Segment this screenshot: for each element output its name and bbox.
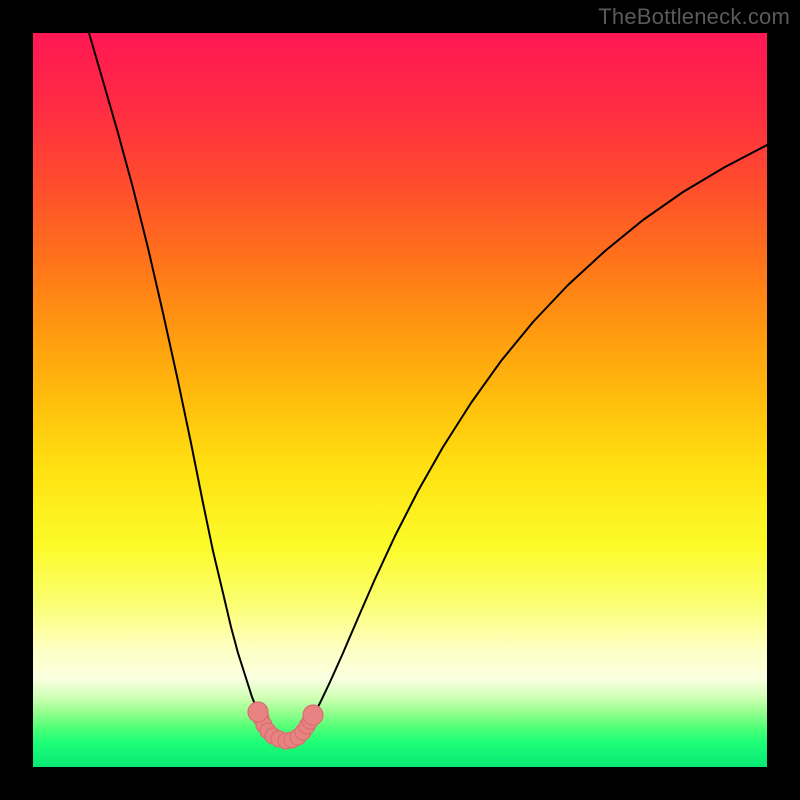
chart-svg <box>33 33 767 767</box>
watermark-text: TheBottleneck.com <box>598 4 790 30</box>
marker-cap-right <box>303 705 323 725</box>
marker-cap-left <box>248 702 268 722</box>
gradient-background <box>33 33 767 767</box>
chart-plot-area <box>33 33 767 767</box>
